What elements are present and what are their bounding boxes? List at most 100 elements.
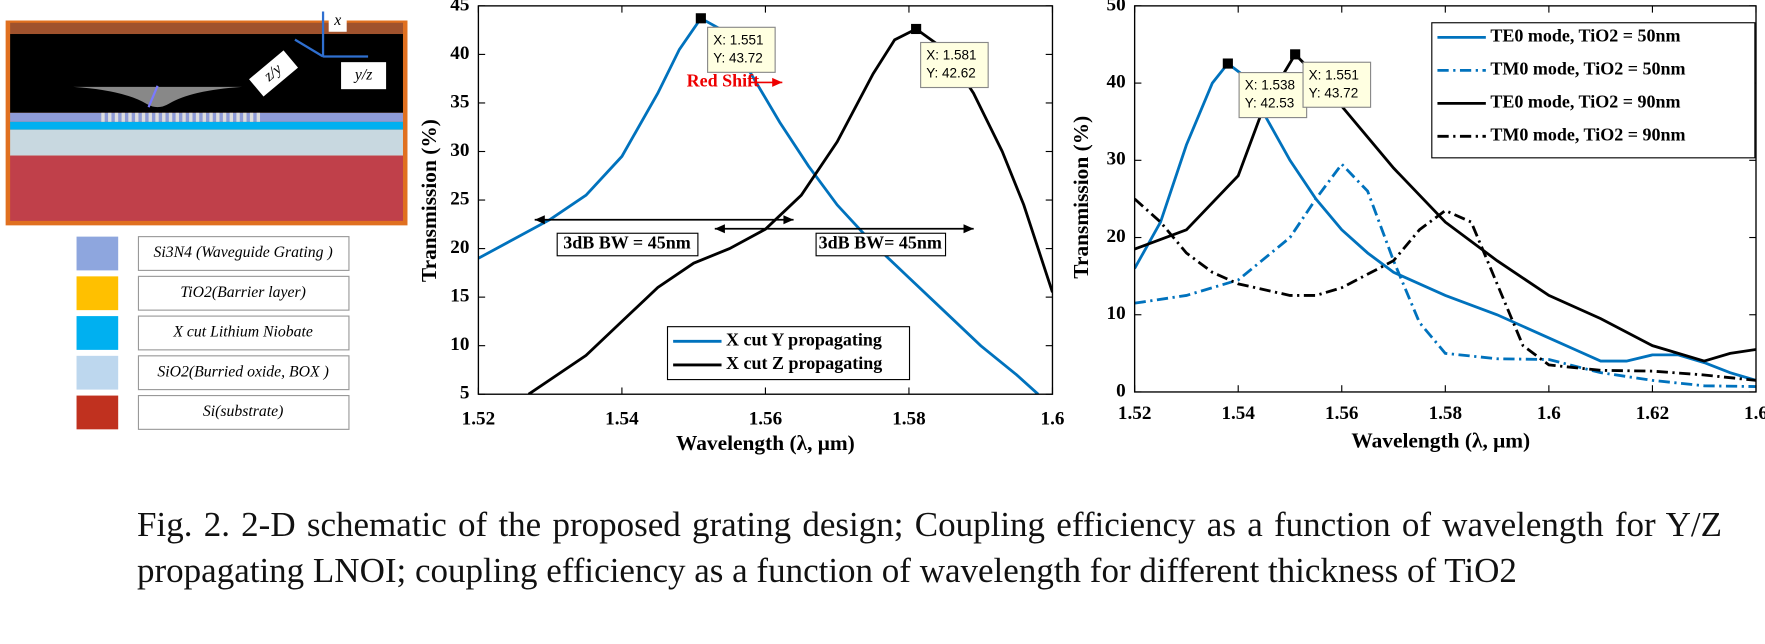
y-tick-label: 10 — [450, 334, 469, 355]
datatip-box — [1302, 61, 1372, 108]
legend-box — [137, 236, 350, 271]
x-tick-label: 1.54 — [1221, 403, 1255, 424]
x-tick-label: 1.6 — [1041, 408, 1065, 429]
y-tick-label: 40 — [1107, 71, 1126, 92]
datatip-y: Y: 43.72 — [713, 50, 763, 65]
legend-label: TiO2(Barrier layer) — [180, 284, 306, 301]
legend-box — [137, 355, 350, 391]
legend-box — [137, 275, 350, 311]
x-axis-label: Wavelength (λ, μm) — [1351, 429, 1530, 453]
legend-box — [666, 326, 911, 381]
grating-tooth — [135, 112, 139, 122]
y-tick-label: 45 — [450, 0, 469, 15]
grating-tooth — [195, 112, 200, 122]
x-tick-label: 1.54 — [605, 408, 639, 429]
legend-swatch — [76, 395, 119, 430]
legend-label: Si(substrate) — [203, 403, 284, 420]
y-tick-label: 15 — [450, 286, 469, 307]
y-tick-label: 10 — [1107, 303, 1126, 324]
y-tick-label: 30 — [450, 140, 469, 161]
grating-tooth — [168, 112, 173, 122]
x-tick-label: 1.56 — [1325, 403, 1358, 424]
y-tick-label: 20 — [450, 237, 469, 258]
grating-tooth — [229, 112, 234, 122]
y-tick-label: 30 — [1107, 149, 1126, 170]
arrow-head — [714, 224, 725, 234]
x-tick-label: 1.58 — [892, 408, 925, 429]
datatip-box — [707, 26, 776, 73]
series-line — [478, 16, 1040, 395]
grating-tooth — [155, 112, 159, 122]
datatip-x: X: 1.551 — [1309, 67, 1359, 82]
series-line — [527, 27, 1053, 395]
series-line — [1134, 197, 1756, 382]
legend-swatch — [76, 276, 119, 311]
ln-layer — [10, 121, 403, 130]
y-tick-label: 25 — [450, 188, 469, 209]
annotation: 3dB BW= 45nm — [819, 233, 942, 253]
grating-tooth — [202, 112, 206, 122]
grating-tooth — [108, 112, 112, 122]
grating-tooth — [236, 112, 240, 122]
grating-tooth — [216, 112, 220, 122]
plot-border — [477, 5, 1054, 395]
grating-tooth — [243, 112, 247, 122]
cladding — [10, 34, 403, 113]
x-tick-label: 1.58 — [1429, 403, 1462, 424]
grating-tooth — [222, 112, 227, 122]
grating-tooth — [141, 112, 146, 122]
plot-border — [1133, 5, 1757, 393]
x-tick-label: 1.52 — [1118, 403, 1151, 424]
grating — [101, 112, 261, 122]
beam-arrow — [147, 85, 159, 108]
legend-label: Si3N4 (Waveguide Grating ) — [154, 244, 333, 261]
x-axis-label: Wavelength (λ, μm) — [676, 431, 855, 455]
axis-box — [249, 50, 299, 97]
y-axis-label: Transmission (%) — [417, 119, 441, 282]
datatip-marker — [911, 23, 922, 35]
datatip-marker — [695, 13, 706, 24]
arrow-head — [772, 77, 783, 87]
datatip-marker — [1222, 58, 1233, 69]
caption: Fig. 2. 2-D schematic of the proposed gr… — [137, 505, 1722, 590]
y-tick-label: 50 — [1107, 0, 1126, 15]
axis-zy — [294, 38, 324, 58]
datatip-y: Y: 43.72 — [1309, 85, 1359, 100]
grating-tooth — [121, 112, 125, 122]
legend-label: TM0 mode, TiO2 = 90nm — [1490, 124, 1685, 144]
axis-label: y/z — [353, 66, 373, 83]
arrow-head — [963, 224, 974, 234]
x-tick-label: 1.6 — [1537, 403, 1561, 424]
datatip-y: Y: 42.62 — [926, 66, 976, 81]
grating-tooth — [209, 112, 213, 122]
legend-label: X cut Lithium Niobate — [172, 324, 313, 341]
box-layer — [10, 129, 403, 156]
datatip-x: X: 1.551 — [713, 32, 763, 47]
annotation-box — [815, 232, 947, 257]
y-tick-label: 0 — [1116, 380, 1126, 401]
series-line — [1134, 61, 1756, 382]
grating-tooth — [189, 112, 193, 122]
arrow-head — [534, 215, 545, 225]
axis-box — [328, 11, 347, 32]
grating-tooth — [128, 112, 132, 122]
series-line — [1134, 161, 1756, 388]
datatip-x: X: 1.581 — [926, 48, 976, 63]
legend-label: SiO2(Burried oxide, BOX ) — [157, 363, 328, 380]
legend-label: X cut Y propagating — [726, 329, 882, 349]
grating-tooth — [256, 112, 261, 122]
grating-tooth — [175, 112, 179, 122]
substrate — [10, 155, 403, 221]
legend-swatch — [76, 355, 119, 390]
legend-box — [137, 395, 350, 430]
annotation: Red Shift — [687, 71, 760, 91]
arrow-head — [783, 215, 794, 225]
top-layer — [10, 22, 403, 35]
si3n4-layer — [10, 112, 403, 122]
x-tick-label: 1.6 — [1744, 403, 1765, 424]
series-line — [1134, 52, 1756, 363]
grating-tooth — [114, 112, 119, 122]
legend-label: TE0 mode, TiO2 = 50nm — [1490, 26, 1680, 46]
y-tick-label: 20 — [1107, 226, 1126, 247]
